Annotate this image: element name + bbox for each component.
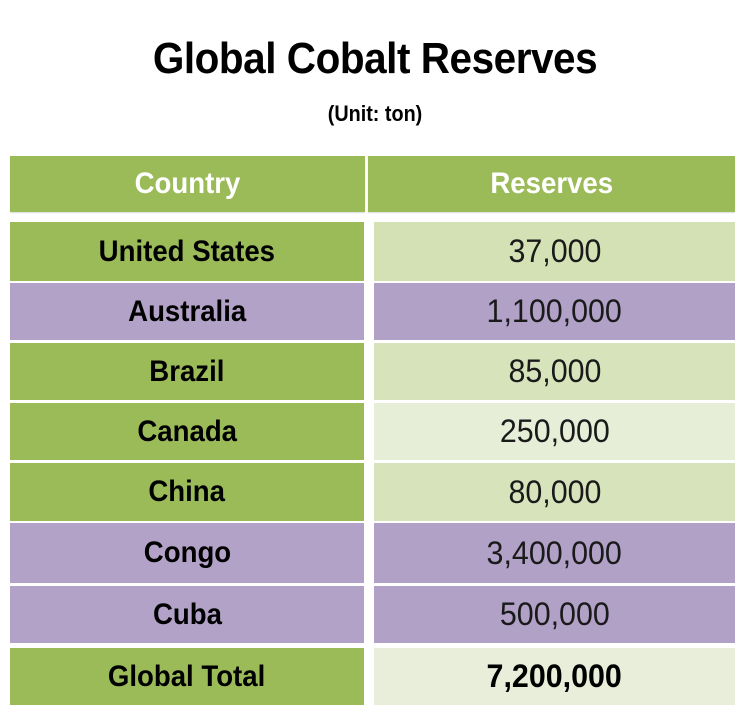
country-cell: Cuba (10, 586, 364, 643)
country-cell: Congo (10, 523, 364, 583)
country-name: United States (98, 234, 276, 268)
reserves-value: 250,000 (499, 413, 610, 449)
reserves-value: 37,000 (508, 233, 601, 269)
reserves-cell: 80,000 (374, 463, 735, 521)
unit-subtitle: (Unit: ton) (327, 101, 423, 126)
country-name: Global Total (108, 659, 266, 693)
reserves-value: 1,100,000 (486, 293, 623, 329)
reserves-cell: 250,000 (374, 403, 735, 460)
country-name: Australia (127, 294, 247, 328)
country-cell: Canada (10, 403, 364, 460)
reserves-value: 85,000 (508, 353, 601, 389)
header-country: Country (10, 156, 365, 212)
chart-title: Global Cobalt Reserves (152, 34, 598, 83)
reserves-value: 3,400,000 (486, 534, 623, 571)
header-reserves: Reserves (368, 156, 735, 212)
country-name: Congo (143, 536, 231, 569)
reserves-cell: 3,400,000 (374, 523, 735, 583)
reserves-cell: 1,100,000 (374, 283, 735, 340)
reserves-cell: 500,000 (374, 586, 735, 643)
reserves-value: 7,200,000 (486, 658, 623, 694)
country-cell: Australia (10, 283, 364, 340)
country-cell: Global Total (10, 648, 364, 705)
country-cell: Brazil (10, 343, 364, 400)
reserves-cell: 7,200,000 (374, 648, 735, 705)
country-cell: China (10, 463, 364, 521)
country-cell: United States (10, 222, 364, 281)
reserves-cell: 85,000 (374, 343, 735, 400)
reserves-cell: 37,000 (374, 222, 735, 281)
country-name: Cuba (152, 597, 222, 631)
country-name: China (148, 475, 226, 508)
reserves-value: 80,000 (508, 473, 601, 510)
country-name: Canada (137, 414, 237, 448)
reserves-value: 500,000 (499, 596, 610, 632)
country-name: Brazil (149, 354, 225, 388)
